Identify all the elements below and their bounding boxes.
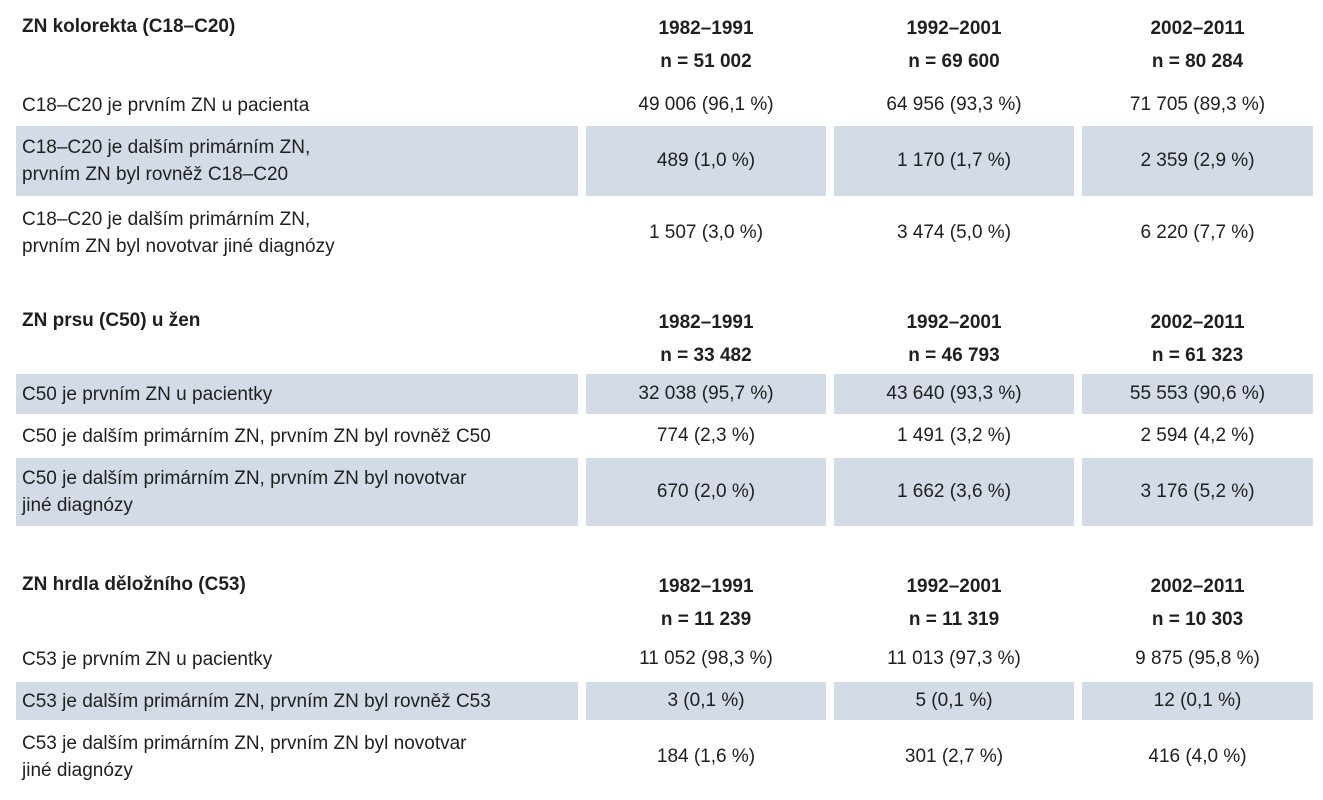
row-value: 5 (0,1 %): [834, 682, 1074, 720]
period-n: n = 11 239: [660, 609, 752, 630]
table-row: C50 je prvním ZN u pacientky 32 038 (95,…: [16, 374, 1313, 414]
row-value: 1 507 (3,0 %): [648, 222, 764, 243]
table-row: C18–C20 je prvním ZN u pacienta 49 006 (…: [16, 88, 1313, 122]
period-column-1: 1982–1991 n = 11 239: [586, 570, 826, 640]
period-n: n = 46 793: [908, 345, 1000, 366]
section-title: ZN kolorekta (C18–C20): [22, 16, 236, 37]
period-label: 2002–2011: [1150, 18, 1245, 39]
row-value: 55 553 (90,6 %): [1082, 374, 1313, 414]
period-n: n = 69 600: [908, 51, 1000, 72]
table-row: C18–C20 je dalším primárním ZN, prvním ZN…: [16, 200, 1313, 266]
row-value: 9 875 (95,8 %): [1135, 648, 1260, 669]
row-label: C53 je prvním ZN u pacientky: [22, 648, 273, 670]
period-label: 1992–2001: [906, 576, 1002, 597]
period-label: 1982–1991: [658, 18, 754, 39]
period-label: 1992–2001: [906, 312, 1002, 333]
section-cervix: ZN hrdla děložního (C53) 1982–1991 n = 11…: [16, 570, 1313, 790]
period-n: n = 61 323: [1151, 345, 1244, 366]
section-header: ZN hrdla děložního (C53) 1982–1991 n = 11…: [16, 570, 1313, 640]
section-title: ZN prsu (C50) u žen: [22, 310, 201, 331]
row-label: C50 je dalším primárním ZN, prvním ZN by…: [16, 458, 578, 526]
table-row: C50 je dalším primárním ZN, prvním ZN by…: [16, 458, 1313, 526]
period-column-3: 2002–2011 n = 61 323: [1082, 306, 1313, 374]
row-value: 32 038 (95,7 %): [586, 374, 826, 414]
row-value: 6 220 (7,7 %): [1140, 222, 1255, 243]
period-column-1: 1982–1991 n = 51 002: [586, 12, 826, 84]
row-value: 11 013 (97,3 %): [887, 648, 1021, 669]
section-header: ZN prsu (C50) u žen 1982–1991 n = 33 482 …: [16, 306, 1313, 374]
row-value: 12 (0,1 %): [1082, 682, 1313, 720]
table-row: C18–C20 je dalším primárním ZN, prvním ZN…: [16, 126, 1313, 196]
row-value: 49 006 (96,1 %): [638, 94, 774, 115]
section-header: ZN kolorekta (C18–C20) 1982–1991 n = 51 0…: [16, 12, 1313, 84]
row-value: 1 491 (3,2 %): [896, 425, 1012, 446]
period-column-3: 2002–2011 n = 10 303: [1082, 570, 1313, 640]
period-label: 1992–2001: [906, 18, 1002, 39]
row-value: 3 176 (5,2 %): [1082, 458, 1313, 526]
row-label: C18–C20 je dalším primárním ZN, prvním ZN…: [16, 126, 578, 196]
row-label: C18–C20 je prvním ZN u pacienta: [22, 94, 310, 116]
row-value: 489 (1,0 %): [586, 126, 826, 196]
row-value: 71 705 (89,3 %): [1129, 94, 1266, 115]
row-label: C53 je dalším primárním ZN, prvním ZN by…: [16, 682, 578, 720]
table-row: C53 je dalším primárním ZN, prvním ZN by…: [16, 682, 1313, 720]
row-value: 3 (0,1 %): [586, 682, 826, 720]
table-row: C53 je dalším primárním ZN, prvním ZN by…: [16, 724, 1313, 790]
row-value: 64 956 (93,3 %): [886, 94, 1022, 115]
row-value: 11 052 (98,3 %): [639, 648, 773, 669]
period-label: 1982–1991: [658, 576, 754, 597]
period-column-2: 1992–2001 n = 46 793: [834, 306, 1074, 374]
row-value: 1 170 (1,7 %): [834, 126, 1074, 196]
period-n: n = 51 002: [660, 51, 752, 72]
row-label: C18–C20 je dalším primárním ZN, prvním ZN…: [22, 209, 335, 257]
row-value: 1 662 (3,6 %): [834, 458, 1074, 526]
row-value: 43 640 (93,3 %): [834, 374, 1074, 414]
section-breast: ZN prsu (C50) u žen 1982–1991 n = 33 482 …: [16, 306, 1313, 526]
period-label: 1982–1991: [658, 312, 754, 333]
period-n: n = 33 482: [660, 345, 752, 366]
row-value: 416 (4,0 %): [1148, 746, 1247, 767]
period-column-2: 1992–2001 n = 69 600: [834, 12, 1074, 84]
period-column-1: 1982–1991 n = 33 482: [586, 306, 826, 374]
period-n: n = 80 284: [1151, 51, 1244, 72]
row-value: 774 (2,3 %): [656, 425, 756, 446]
row-label: C50 je prvním ZN u pacientky: [16, 374, 578, 414]
row-value: 301 (2,7 %): [904, 746, 1004, 767]
row-value: 670 (2,0 %): [586, 458, 826, 526]
row-value: 2 359 (2,9 %): [1082, 126, 1313, 196]
row-value: 2 594 (4,2 %): [1140, 425, 1255, 446]
period-label: 2002–2011: [1150, 576, 1245, 597]
period-label: 2002–2011: [1150, 312, 1245, 333]
row-label: C53 je dalším primárním ZN, prvním ZN by…: [22, 733, 467, 781]
section-title: ZN hrdla děložního (C53): [22, 574, 246, 595]
section-colorectal: ZN kolorekta (C18–C20) 1982–1991 n = 51 0…: [16, 12, 1313, 266]
row-label: C50 je dalším primárním ZN, prvním ZN by…: [22, 425, 491, 447]
row-value: 184 (1,6 %): [656, 746, 756, 767]
table-row: C53 je prvním ZN u pacientky 11 052 (98,…: [16, 640, 1313, 678]
table-row: C50 je dalším primárním ZN, prvním ZN by…: [16, 418, 1313, 454]
period-n: n = 11 319: [908, 609, 1000, 630]
period-column-2: 1992–2001 n = 11 319: [834, 570, 1074, 640]
period-column-3: 2002–2011 n = 80 284: [1082, 12, 1313, 84]
row-value: 3 474 (5,0 %): [896, 222, 1012, 243]
period-n: n = 10 303: [1151, 609, 1244, 630]
